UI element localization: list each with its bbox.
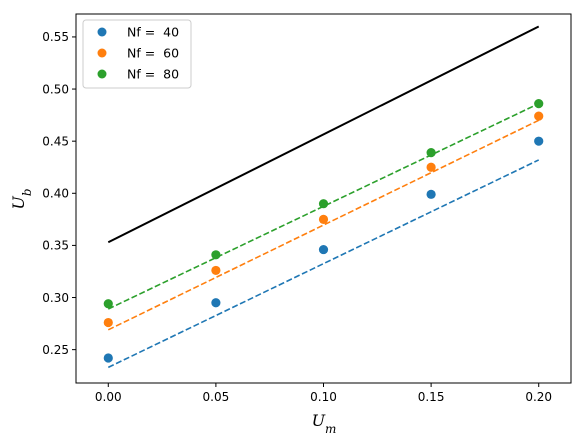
x-tick-label: 0.10 (310, 390, 337, 404)
y-tick-label: 0.50 (42, 82, 69, 96)
y-axis-ticks: 0.25 0.30 0.35 0.40 0.45 0.50 0.55 (42, 30, 76, 357)
x-tick-label: 0.05 (203, 390, 230, 404)
fit-line-nf60 (107, 119, 540, 331)
point-nf80-0 (103, 299, 113, 309)
point-nf60-2 (318, 214, 329, 224)
legend-label-nf60: Nf = 60 (127, 46, 179, 61)
point-nf80-2 (318, 199, 329, 209)
point-nf80-4 (534, 99, 544, 109)
x-tick-label: 0.20 (525, 390, 552, 404)
y-axis-label-sub: b (20, 188, 34, 196)
legend-label-nf40: Nf = 40 (127, 25, 179, 40)
y-tick-label: 0.40 (42, 187, 69, 201)
reference-line-group (107, 25, 540, 244)
y-tick-label: 0.30 (42, 291, 69, 305)
y-axis-label: Ub (9, 188, 34, 209)
point-nf60-0 (103, 317, 113, 328)
x-axis-label: Um (312, 411, 337, 436)
point-nf60-4 (534, 111, 544, 121)
x-axis-label-sub: m (325, 422, 336, 436)
point-nf40-3 (426, 189, 436, 199)
point-nf40-4 (534, 136, 544, 146)
y-axis-label-main: U (9, 196, 28, 210)
y-tick-label: 0.45 (42, 134, 69, 148)
fit-line-nf80 (107, 102, 540, 310)
y-tick-label: 0.35 (42, 239, 69, 253)
x-axis-ticks: 0.00 0.05 0.10 0.15 0.20 (95, 383, 552, 404)
reference-line (107, 25, 540, 244)
point-nf40-2 (318, 244, 329, 255)
legend-marker-nf60 (97, 48, 107, 58)
point-nf40-1 (211, 298, 221, 308)
y-tick-label: 0.55 (42, 30, 69, 44)
data-points (103, 99, 544, 363)
legend: Nf = 40 Nf = 60 Nf = 80 (82, 19, 192, 89)
x-axis-label-main: U (312, 411, 326, 430)
point-nf60-1 (211, 265, 221, 276)
x-tick-label: 0.15 (418, 390, 445, 404)
legend-label-nf80: Nf = 80 (127, 67, 179, 82)
legend-box (82, 19, 192, 89)
point-nf80-3 (426, 148, 436, 158)
legend-marker-nf40 (97, 27, 107, 37)
fit-lines (107, 102, 540, 369)
x-tick-label: 0.00 (95, 390, 122, 404)
fit-line-nf40 (107, 159, 540, 369)
point-nf80-1 (211, 250, 221, 260)
y-tick-label: 0.25 (42, 343, 69, 357)
legend-marker-nf80 (97, 69, 107, 79)
point-nf40-0 (103, 353, 113, 363)
point-nf60-3 (426, 162, 436, 172)
